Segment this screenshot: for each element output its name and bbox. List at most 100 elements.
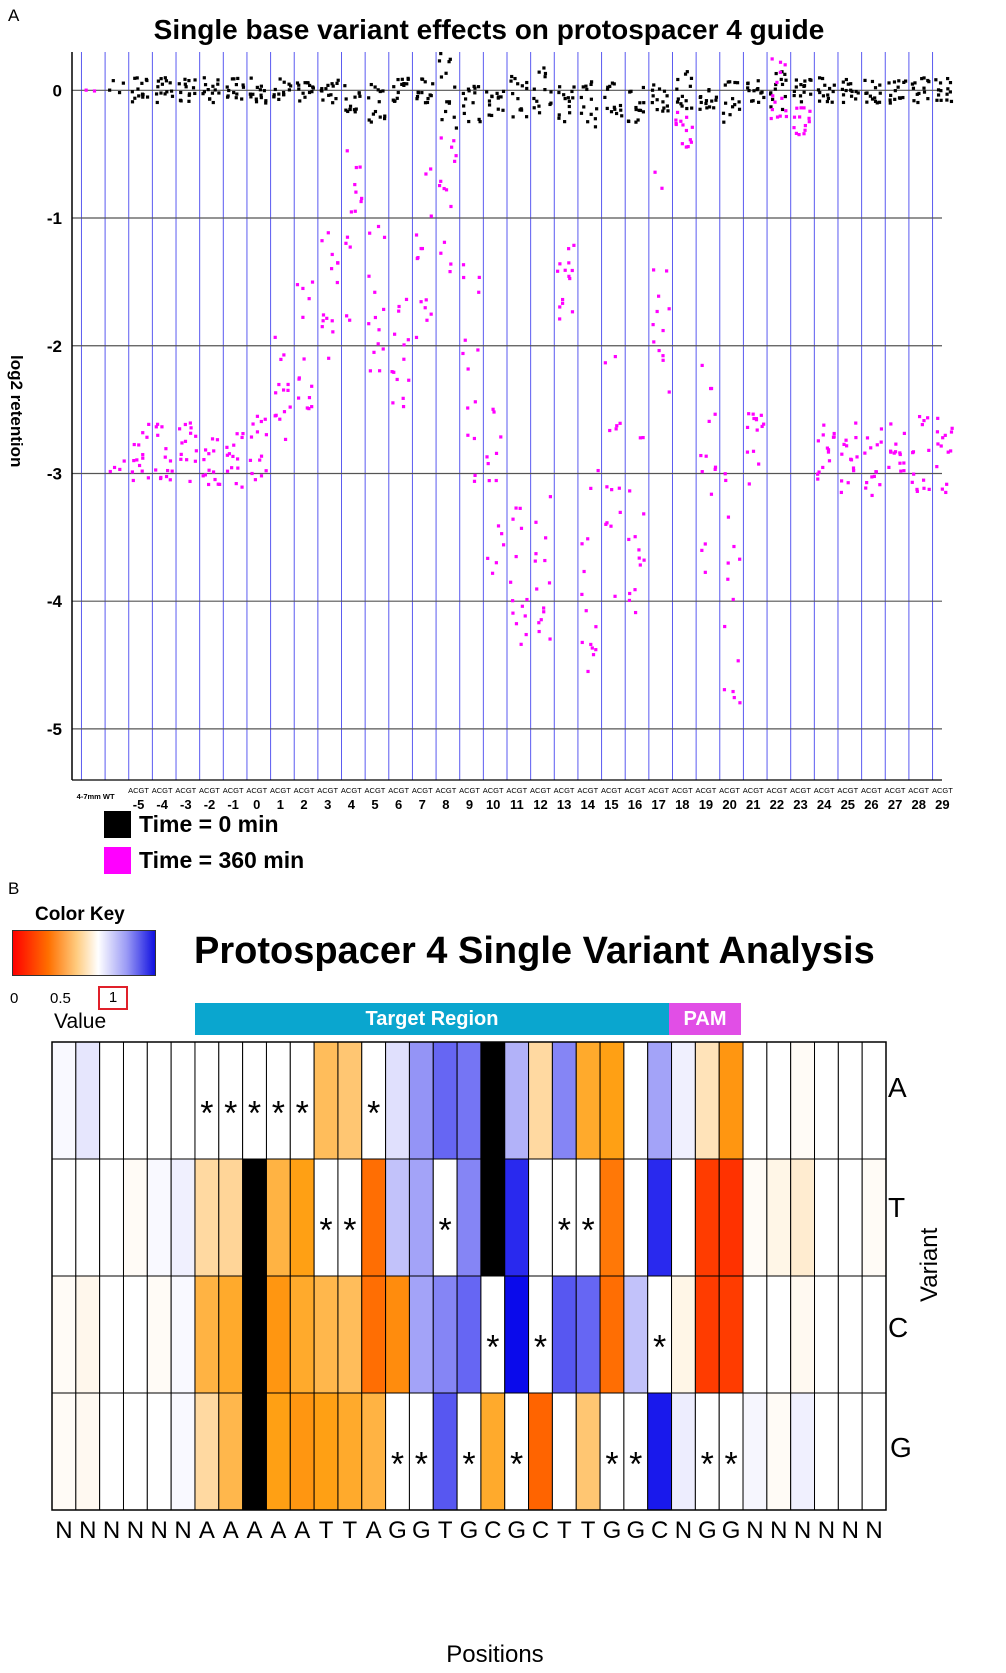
scatter-point-t0 (537, 104, 541, 108)
scatter-point-t0 (735, 81, 740, 85)
scatter-point-t0 (774, 71, 778, 76)
scatter-point-t0 (439, 51, 443, 56)
x-tick-letters: ACGT (861, 786, 882, 795)
scatter-point-t360 (325, 316, 329, 320)
scatter-point-t360 (902, 469, 906, 473)
heatmap-cell (837, 1158, 863, 1277)
scatter-point-t0 (794, 78, 798, 82)
scatter-point-t360 (225, 469, 230, 473)
heatmap-cell (623, 1275, 649, 1394)
wt-point-t0 (117, 90, 122, 95)
reference-star: * (200, 1095, 213, 1133)
scatter-point-t360 (367, 274, 371, 278)
scatter-point-t360 (439, 179, 443, 183)
scatter-point-t0 (264, 101, 268, 105)
scatter-point-t0 (825, 100, 830, 104)
scatter-point-t360 (392, 370, 396, 374)
position-base-label: N (79, 1517, 96, 1544)
scatter-point-t360 (419, 300, 423, 304)
reference-star: * (629, 1446, 642, 1484)
heatmap-cell (170, 1041, 196, 1160)
scatter-point-t0 (714, 95, 719, 99)
scatter-point-t360 (420, 246, 425, 251)
scatter-point-t360 (288, 405, 292, 409)
scatter-point-t360 (132, 442, 136, 447)
scatter-point-t0 (752, 89, 756, 93)
heatmap-cell (528, 1392, 553, 1511)
scatter-point-t360 (535, 587, 539, 591)
wt-point-t0 (92, 89, 97, 93)
scatter-point-t0 (558, 85, 562, 89)
scatter-point-t0 (452, 115, 456, 119)
scatter-point-t0 (870, 97, 875, 101)
scatter-point-t0 (652, 83, 656, 87)
scatter-point-t360 (444, 188, 449, 192)
scatter-point-t360 (700, 548, 704, 552)
scatter-point-t0 (141, 95, 145, 99)
scatter-point-t0 (169, 89, 174, 93)
heatmap-cell (718, 1041, 744, 1160)
scatter-point-t0 (437, 59, 442, 63)
scatter-point-t360 (770, 57, 774, 61)
scatter-point-t360 (286, 382, 290, 387)
scatter-point-t360 (235, 457, 240, 461)
x-tick-letters: ACGT (837, 786, 858, 795)
scatter-point-t0 (259, 84, 263, 88)
scatter-point-t360 (259, 474, 264, 478)
scatter-point-t360 (778, 70, 782, 74)
wt-point-t0 (111, 79, 115, 83)
x-tick-letters: ACGT (506, 786, 527, 795)
scatter-point-t360 (511, 517, 515, 521)
scatter-point-t0 (396, 90, 400, 95)
scatter-point-t360 (736, 659, 740, 663)
scatter-point-t0 (326, 83, 330, 87)
position-base-label: G (722, 1517, 741, 1544)
scatter-point-t0 (638, 101, 642, 105)
scatter-point-t0 (373, 109, 378, 114)
scatter-point-t360 (949, 449, 953, 453)
scatter-point-t0 (334, 97, 338, 101)
scatter-point-t360 (382, 235, 387, 239)
scatter-point-t360 (700, 363, 704, 368)
scatter-point-t360 (699, 453, 703, 458)
scatter-point-t360 (936, 442, 940, 446)
scatter-point-t0 (684, 99, 688, 103)
scatter-point-t0 (683, 72, 688, 76)
x-tick-letters: ACGT (435, 786, 456, 795)
legend-item-t0: Time = 0 min (104, 811, 279, 838)
position-base-label: G (626, 1517, 645, 1544)
scatter-point-t360 (473, 400, 477, 404)
scatter-point-t360 (485, 455, 489, 459)
row-label-g: G (890, 1432, 912, 1463)
scatter-point-t0 (392, 85, 396, 89)
x-tick-letters: ACGT (554, 786, 575, 795)
scatter-point-t360 (250, 471, 254, 476)
x-tick-letters: ACGT (175, 786, 196, 795)
reference-star: * (701, 1446, 714, 1484)
scatter-point-t0 (471, 101, 475, 105)
x-tick-label: 14 (581, 797, 596, 812)
scatter-point-t0 (680, 104, 684, 108)
scatter-point-t0 (490, 94, 494, 98)
scatter-point-t0 (730, 97, 735, 101)
scatter-point-t0 (877, 100, 882, 104)
scatter-point-t360 (684, 145, 688, 149)
scatter-point-t360 (652, 340, 656, 344)
scatter-point-t0 (235, 92, 239, 96)
scatter-point-t360 (570, 310, 575, 314)
x-tick-letters: ACGT (766, 786, 787, 795)
scatter-point-t0 (402, 83, 406, 87)
scatter-point-t0 (133, 76, 137, 80)
scatter-point-t360 (874, 470, 878, 474)
y-tick-label: -2 (47, 337, 62, 356)
x-tick-label: 27 (888, 797, 902, 812)
scatter-point-t360 (424, 172, 428, 176)
scatter-point-t0 (187, 93, 191, 97)
scatter-point-t0 (281, 90, 286, 95)
scatter-point-t360 (543, 558, 547, 563)
position-base-label: A (199, 1517, 215, 1544)
scatter-point-t360 (548, 637, 552, 641)
heatmap-cell (122, 1275, 148, 1394)
scatter-point-t360 (759, 413, 763, 417)
scatter-point-t360 (359, 199, 363, 204)
